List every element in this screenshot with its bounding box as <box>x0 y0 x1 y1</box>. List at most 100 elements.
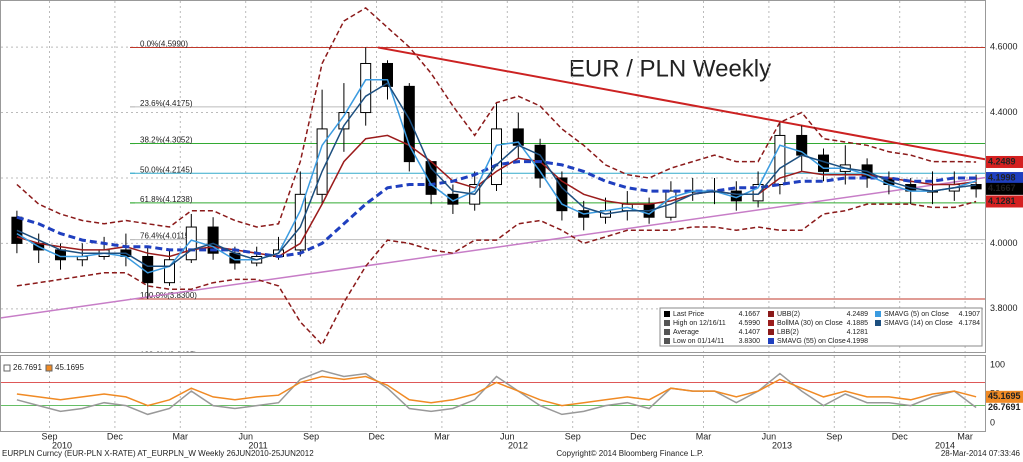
legend-label: LBB(2) <box>777 329 799 336</box>
footer-left: EURPLN Curncy (EUR-PLN X-RATE) AT_EURPLN… <box>2 449 314 458</box>
legend-value: 4.1784 <box>959 320 981 327</box>
x-tick-label: Mar <box>696 431 712 441</box>
legend-swatch <box>875 320 881 326</box>
legend-label: 26.7691 <box>13 363 42 372</box>
series-line <box>16 82 977 268</box>
series-line <box>16 369 977 416</box>
candle-body <box>752 184 764 202</box>
value-tag <box>986 172 1023 185</box>
legend-label: 45.1695 <box>55 363 84 372</box>
value-tag <box>986 155 1023 168</box>
year-label: 2014 <box>935 440 955 450</box>
legend-swatch <box>768 311 774 317</box>
series-line <box>16 200 977 347</box>
legend-value: 4.5990 <box>739 320 761 327</box>
legend-label: SMAVG (14) on Close <box>884 320 953 327</box>
fib-label: 38.2%(4.3052) <box>140 136 193 145</box>
legend-value: 4.1998 <box>847 338 869 345</box>
x-tick-label: Dec <box>630 431 647 441</box>
legend-label: SMAVG (5) on Close <box>884 311 949 318</box>
y-tick-label: 4.0000 <box>990 238 1018 248</box>
chart-title: EUR / PLN Weekly <box>569 55 771 82</box>
x-tick-label: Jun <box>500 431 515 441</box>
fib-label: 76.4%(4.0115) <box>140 232 192 241</box>
trendline <box>1 176 985 319</box>
y-tick-label: 3.8000 <box>990 303 1018 313</box>
x-tick-label: Sep <box>41 431 57 441</box>
x-tick-label: Jun <box>762 431 777 441</box>
value-tag-label: 26.7691 <box>988 402 1021 412</box>
candle-body <box>185 226 197 261</box>
legend-value: 4.1407 <box>739 329 761 336</box>
fib-label: 0.0%(4.5990) <box>140 40 188 49</box>
value-tag-label: 4.1998 <box>988 172 1016 182</box>
candle-body <box>556 177 568 212</box>
x-tick-label: Sep <box>826 431 842 441</box>
legend-swatch <box>664 320 670 326</box>
x-tick-label: Sep <box>303 431 319 441</box>
x-tick-label: Dec <box>368 431 385 441</box>
legend-swatch <box>768 338 774 344</box>
series-line <box>16 375 977 407</box>
rsi-plot <box>1 356 985 431</box>
fib-label: 23.6%(4.4175) <box>140 99 193 108</box>
value-tag <box>986 195 1023 208</box>
value-tag-label: 45.1695 <box>988 391 1021 401</box>
legend-box <box>659 307 983 347</box>
x-tick-label: Mar <box>173 431 189 441</box>
candle-body <box>207 226 219 254</box>
legend-swatch <box>664 329 670 335</box>
series-line <box>16 6 977 228</box>
legend-label: Last Price <box>673 311 704 318</box>
legend-value: 4.1281 <box>847 329 869 336</box>
legend-value: 4.1885 <box>847 320 869 327</box>
legend-swatch <box>45 364 53 372</box>
legend-value: 4.1907 <box>959 311 981 318</box>
rsi-panel <box>0 355 986 432</box>
footer-right: 28-Mar-2014 07:33:46 <box>941 449 1021 458</box>
candle-body <box>403 85 415 163</box>
year-label: 2013 <box>772 440 792 450</box>
candle-body <box>164 259 175 284</box>
candle-body <box>316 128 328 195</box>
series-line <box>16 79 977 274</box>
legend-label: Average <box>673 329 699 336</box>
candle-body <box>491 128 502 186</box>
legend-label: SMAVG (55) on Close <box>777 338 846 345</box>
legend-value: 4.2489 <box>847 311 869 318</box>
legend-swatch <box>664 338 670 344</box>
legend-swatch <box>875 311 881 317</box>
value-tag <box>986 182 1023 195</box>
legend-swatch <box>3 364 11 372</box>
candle-body <box>774 134 786 186</box>
legend-label: BollMA (30) on Close <box>777 320 843 327</box>
y-tick-label: 0 <box>990 417 995 427</box>
candle-body <box>360 62 372 114</box>
legend-swatch <box>768 320 774 326</box>
year-label: 2011 <box>248 440 267 450</box>
value-tag-label: 4.1281 <box>988 196 1016 206</box>
legend-swatch <box>664 311 670 317</box>
fib-label: 100.0%(3.8300) <box>140 291 197 300</box>
candle-body <box>382 62 393 87</box>
legend-value: 3.8300 <box>739 338 761 345</box>
legend-label: UBB(2) <box>777 311 800 318</box>
x-tick-label: Sep <box>565 431 581 441</box>
x-tick-label: Mar <box>434 431 450 441</box>
y-tick-label: 100 <box>990 359 1005 369</box>
series-line <box>16 134 977 258</box>
x-tick-label: Mar <box>957 431 973 441</box>
value-tag-label: 4.2489 <box>988 156 1016 166</box>
candle-body <box>294 193 306 251</box>
y-tick-label: 4.6000 <box>990 41 1018 51</box>
value-tag <box>986 401 1023 414</box>
trendline <box>377 46 985 161</box>
candle-body <box>338 112 350 130</box>
value-tag <box>986 390 1023 403</box>
legend-label: Low on 01/14/11 <box>673 338 724 345</box>
legend-swatch <box>768 329 774 335</box>
candle-body <box>970 184 982 190</box>
legend-value: 4.1667 <box>739 311 761 318</box>
